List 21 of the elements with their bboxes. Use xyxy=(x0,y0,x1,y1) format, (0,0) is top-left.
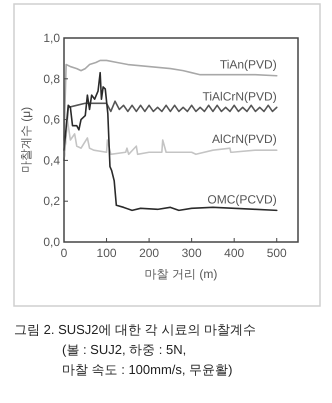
x-tick-label: 400 xyxy=(224,246,245,260)
x-axis-title: 마찰 거리 (m) xyxy=(144,267,218,281)
y-tick-label: 0,6 xyxy=(43,112,60,127)
x-tick-label: 500 xyxy=(266,246,288,260)
series-label: TiAn(PVD) xyxy=(220,58,277,72)
y-tick-label: 0,0 xyxy=(43,235,60,249)
y-tick-label: 0,8 xyxy=(43,72,60,86)
caption: 그림 2. SUSJ2에 대한 각 시료의 마찰계수 xyxy=(14,322,256,337)
series-label: AlCrN(PVD) xyxy=(212,132,277,146)
x-tick-label: 0 xyxy=(60,246,68,260)
y-tick-label: 1,0 xyxy=(43,31,60,45)
y-tick-label: 0,2 xyxy=(43,194,60,208)
series-label: OMC(PCVD) xyxy=(207,192,277,206)
series-label: TiAlCrN(PVD) xyxy=(202,89,277,104)
x-tick-label: 300 xyxy=(182,246,202,260)
y-axis-title: 마찰계수 (μ) xyxy=(19,106,33,174)
x-tick-label: 200 xyxy=(139,246,160,260)
x-tick-label: 100 xyxy=(96,246,117,260)
y-tick-label: 0,4 xyxy=(43,153,60,168)
text: (볼 : SUJ2, 하중 : 5N, xyxy=(62,342,186,357)
text: 마찰 속도 : 100mm/s, 무윤활) xyxy=(62,362,232,377)
